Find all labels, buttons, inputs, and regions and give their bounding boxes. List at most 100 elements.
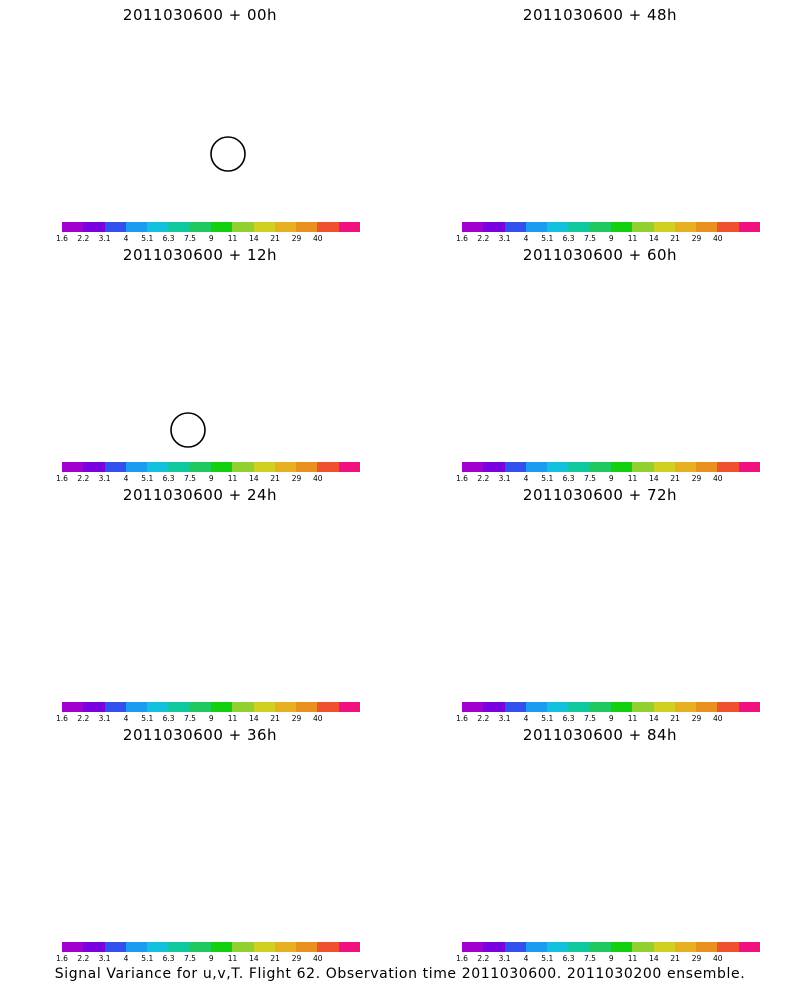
colorbar-swatch [317,462,339,472]
island [623,561,629,567]
coastline [670,70,690,84]
island [642,806,648,812]
colorbar-swatch [610,222,633,232]
colorbar-swatch [83,942,105,952]
colorbar-swatch [317,222,339,232]
coastline [230,546,282,574]
coastline [160,546,184,590]
colorbar-swatch [696,462,718,472]
polar-map [0,502,400,674]
island [648,564,654,570]
variance-region [510,628,590,652]
colorbar-swatch [589,222,611,232]
coastline [490,594,500,606]
coastline [270,790,290,804]
coastline [300,366,320,392]
coastline [560,306,584,350]
variance-region [620,376,680,396]
variance-region [614,856,686,876]
island [623,801,629,807]
colorbar-label: 7.5 [183,474,196,483]
coastline [184,580,288,632]
colorbar-label: 6.3 [162,234,175,243]
colorbar-label: 9 [208,954,214,963]
variance-region [150,613,202,643]
coastline [670,550,690,564]
coastline [90,594,100,606]
island [623,81,629,87]
island [645,805,651,811]
colorbar-label: 11 [627,234,638,243]
colorbar-label: 14 [649,954,659,963]
latitude-line [0,742,400,777]
colorbar-label: 9 [608,714,614,723]
colorbar-swatch [568,222,590,232]
island [239,327,245,333]
colorbar-swatch [568,702,590,712]
colorbar-label: 29 [691,234,702,243]
colorbar-swatch [483,942,505,952]
graticule [400,742,800,777]
island [220,562,226,568]
colorbar-swatch [338,942,360,952]
colorbar-swatch [189,942,211,952]
island [642,86,648,92]
meridian-line [0,262,58,297]
meridian-line [272,274,316,297]
coastline [584,580,688,632]
colorbar-swatch [147,942,169,952]
coastline [630,306,682,334]
colorbar-swatch [674,942,697,952]
coastline [12,574,356,654]
colorbar-swatch [674,702,697,712]
colorbar-swatch [589,702,611,712]
coastline [184,328,222,346]
colorbar-label: 40 [713,234,723,243]
colorbar-label: 2.2 [477,954,490,963]
meridian-line [342,502,400,537]
island [621,573,627,579]
meridian-line [484,754,528,777]
colorbar-swatch [696,222,718,232]
island [620,802,626,808]
colorbar-swatch [147,462,169,472]
coastline [610,830,648,842]
observation-circle [210,136,246,172]
island [221,93,227,99]
colorbar-swatch [632,222,654,232]
map-frame [0,502,400,537]
colorbar-label: 2.2 [77,954,90,963]
colorbar-label: 29 [291,954,302,963]
observation-circle [170,412,206,448]
colorbar-swatch [62,222,84,232]
coastline [210,350,248,362]
colorbar-label: 29 [691,474,702,483]
coastline [12,334,356,414]
island [223,81,229,87]
colorbar-swatch [317,942,339,952]
colorbar-swatch [674,462,697,472]
colorbar-label: 9 [208,234,214,243]
colorbar-label: 21 [670,234,680,243]
colorbar [462,222,760,232]
coastline [490,834,500,846]
coastline [184,808,222,826]
colorbar-label: 4 [523,474,529,483]
colorbar-label: 1.6 [56,714,68,723]
island [183,671,186,674]
colorbar-label: 29 [291,234,302,243]
island [618,550,624,556]
meridian-line [742,502,800,537]
island [239,87,245,93]
island [242,806,248,812]
coastlines [412,66,756,174]
variance-region [560,808,720,876]
island [236,88,242,94]
colorbar-label: 5.1 [141,954,154,963]
coastline [12,814,356,894]
coastline [12,94,356,174]
colorbar-label: 29 [691,954,702,963]
coastline [630,66,682,94]
coastline [184,820,288,872]
colorbar-label: 5.1 [541,714,554,723]
